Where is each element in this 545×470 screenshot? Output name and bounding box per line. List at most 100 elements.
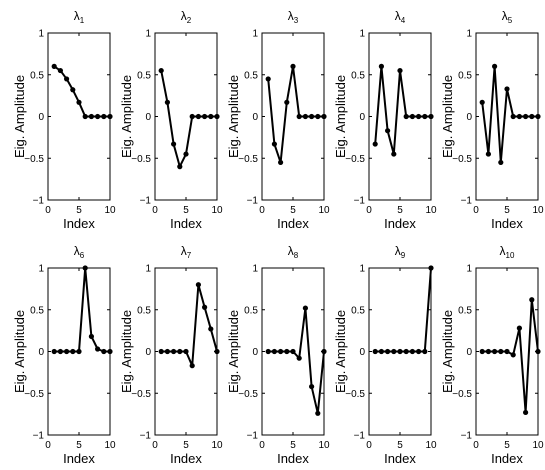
data-point xyxy=(95,113,101,120)
x-tick-label: 0 xyxy=(152,205,158,216)
y-tick-label: 1 xyxy=(466,264,472,275)
data-point xyxy=(64,348,70,355)
data-point xyxy=(189,113,195,120)
y-tick-label: −0.5 xyxy=(452,154,472,165)
data-point xyxy=(535,113,541,120)
y-axis-label: Eig. Amplitude xyxy=(333,75,348,158)
data-point xyxy=(107,348,113,355)
data-point xyxy=(510,352,516,358)
subplot-title: λ8 xyxy=(288,244,299,260)
x-tick-label: 5 xyxy=(76,440,82,451)
data-point xyxy=(195,113,201,120)
x-tick-label: 0 xyxy=(473,205,479,216)
y-tick-label: −0.5 xyxy=(24,389,44,400)
data-point xyxy=(321,348,327,355)
x-tick-label: 5 xyxy=(397,205,403,216)
y-tick-label: 0 xyxy=(145,347,151,358)
data-point xyxy=(82,113,88,120)
data-point xyxy=(529,297,535,303)
x-tick-label: 5 xyxy=(504,205,510,216)
data-point xyxy=(64,76,70,82)
data-point xyxy=(378,63,384,69)
data-point xyxy=(422,113,428,120)
x-tick-label: 5 xyxy=(397,440,403,451)
data-point xyxy=(158,348,164,355)
y-tick-label: 1 xyxy=(359,29,365,40)
data-point xyxy=(485,348,491,355)
data-point xyxy=(70,348,76,355)
data-point xyxy=(70,87,76,93)
data-point xyxy=(479,99,485,105)
series-line xyxy=(375,267,432,353)
x-tick-label: 10 xyxy=(425,205,437,216)
data-point xyxy=(290,63,296,69)
y-axis-label: Eig. Amplitude xyxy=(440,310,455,393)
data-point xyxy=(302,305,308,311)
data-point xyxy=(177,164,183,170)
series-line xyxy=(54,267,110,353)
data-point xyxy=(372,141,378,147)
data-point xyxy=(88,113,94,120)
data-point xyxy=(51,63,57,69)
data-point xyxy=(485,151,491,157)
y-tick-label: 0 xyxy=(38,347,44,358)
subplot-title: λ6 xyxy=(74,244,85,260)
y-tick-label: −1 xyxy=(354,431,366,442)
x-tick-label: 0 xyxy=(259,440,265,451)
x-axis-label: Index xyxy=(277,451,309,466)
data-point xyxy=(202,113,208,120)
x-tick-label: 10 xyxy=(211,205,223,216)
x-axis-label: Index xyxy=(491,216,523,231)
data-point xyxy=(309,113,315,120)
data-point xyxy=(88,333,94,340)
y-axis-label: Eig. Amplitude xyxy=(226,75,241,158)
y-axis-label: Eig. Amplitude xyxy=(12,310,27,393)
x-tick-label: 0 xyxy=(152,440,158,451)
data-point xyxy=(504,348,510,355)
data-point xyxy=(416,113,422,120)
data-point xyxy=(492,63,498,69)
y-tick-label: −0.5 xyxy=(24,154,44,165)
data-point xyxy=(278,159,284,166)
x-tick-label: 5 xyxy=(76,205,82,216)
data-point xyxy=(278,348,284,355)
data-point xyxy=(498,159,504,166)
data-point xyxy=(428,113,434,120)
data-point xyxy=(171,141,177,147)
x-tick-label: 0 xyxy=(45,205,51,216)
y-tick-label: 1 xyxy=(359,264,365,275)
data-point xyxy=(391,348,397,355)
series-line xyxy=(161,283,218,367)
y-axis-label: Eig. Amplitude xyxy=(119,310,134,393)
y-tick-label: 1 xyxy=(252,264,258,275)
x-tick-label: 5 xyxy=(290,205,296,216)
x-axis-label: Index xyxy=(384,451,416,466)
x-tick-label: 0 xyxy=(45,440,51,451)
series-line xyxy=(374,65,431,156)
data-point xyxy=(296,355,302,361)
y-tick-label: 0 xyxy=(252,347,258,358)
data-point xyxy=(290,348,296,355)
data-point xyxy=(271,348,277,355)
y-tick-label: 0.5 xyxy=(244,70,258,81)
x-axis-label: Index xyxy=(170,451,202,466)
y-tick-label: 0.5 xyxy=(458,305,472,316)
data-point xyxy=(315,410,321,416)
data-point xyxy=(82,265,88,271)
data-point xyxy=(171,348,177,355)
y-tick-label: 1 xyxy=(38,29,44,40)
y-tick-label: −1 xyxy=(140,196,152,207)
subplot-title: λ3 xyxy=(288,9,299,25)
data-point xyxy=(516,325,523,331)
y-tick-label: −0.5 xyxy=(131,389,151,400)
x-axis-label: Index xyxy=(170,216,202,231)
data-point xyxy=(403,348,409,355)
y-tick-label: 0.5 xyxy=(137,305,151,316)
data-point xyxy=(214,113,220,120)
y-tick-label: 0.5 xyxy=(351,305,365,316)
y-tick-label: 0.5 xyxy=(30,305,44,316)
x-axis-label: Index xyxy=(491,451,523,466)
y-tick-label: 1 xyxy=(252,29,258,40)
y-axis-label: Eig. Amplitude xyxy=(333,310,348,393)
